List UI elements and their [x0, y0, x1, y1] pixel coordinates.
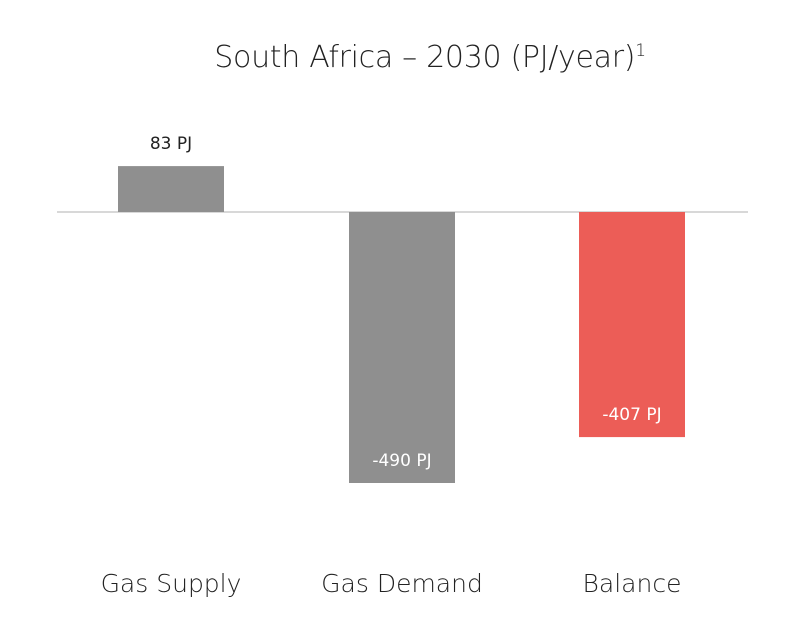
chart-title-text: South Africa – 2030 (PJ/year)	[214, 40, 636, 75]
bar-gas-supply	[118, 166, 224, 212]
category-label-balance: Balance	[583, 569, 682, 598]
bar-gas-demand	[349, 212, 455, 483]
data-label-gas-demand: -490 PJ	[372, 451, 431, 471]
chart-title-footnote: 1	[635, 41, 646, 61]
category-label-gas-demand: Gas Demand	[321, 569, 483, 598]
chart-title: South Africa – 2030 (PJ/year)1	[0, 40, 800, 75]
bar-balance	[579, 212, 685, 438]
category-label-gas-supply: Gas Supply	[101, 569, 242, 598]
data-label-gas-supply: 83 PJ	[150, 134, 192, 154]
data-label-balance: -407 PJ	[602, 405, 661, 425]
